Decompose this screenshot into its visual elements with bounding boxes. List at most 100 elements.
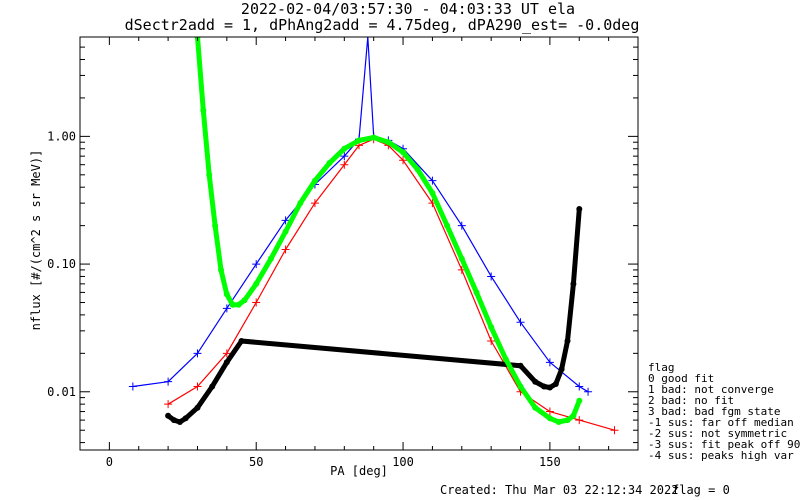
data-point bbox=[128, 382, 137, 391]
data-point bbox=[575, 382, 584, 391]
data-point bbox=[429, 190, 436, 196]
axes: 0 50 100 150 0.01 0.10 1.00 bbox=[47, 36, 639, 469]
data-point bbox=[206, 171, 213, 178]
data-point bbox=[341, 145, 348, 152]
data-point bbox=[193, 349, 202, 358]
x-tick-label: 150 bbox=[539, 455, 561, 469]
legend-entry: 0 good fit bbox=[648, 372, 714, 385]
data-point bbox=[193, 382, 202, 391]
data-point bbox=[340, 152, 349, 161]
data-point bbox=[576, 206, 583, 212]
data-point bbox=[487, 272, 496, 281]
data-point bbox=[282, 228, 289, 235]
legend-entry: 3 bad: bad fgm state bbox=[648, 405, 780, 418]
data-point bbox=[164, 377, 173, 386]
data-point bbox=[584, 387, 593, 396]
data-point bbox=[252, 298, 261, 307]
data-point bbox=[399, 156, 408, 165]
data-point bbox=[444, 222, 451, 229]
data-point bbox=[400, 149, 407, 156]
data-point bbox=[487, 336, 496, 345]
data-point bbox=[311, 177, 318, 184]
data-point bbox=[545, 358, 554, 367]
data-point bbox=[222, 349, 231, 358]
data-point bbox=[414, 166, 421, 173]
legend-entry: -4 sus: peaks high var bbox=[648, 449, 794, 462]
data-point bbox=[281, 216, 290, 225]
data-point bbox=[564, 417, 571, 424]
data-point bbox=[576, 397, 583, 404]
data-point bbox=[488, 324, 495, 331]
data-point bbox=[555, 419, 562, 425]
data-point bbox=[363, 37, 372, 41]
x-tick-label: 100 bbox=[392, 455, 414, 469]
y-tick-label: 0.10 bbox=[47, 257, 76, 271]
chart-title: 2022-02-04/03:57:30 - 04:03:33 UT ela bbox=[241, 0, 575, 18]
x-tick-label: 50 bbox=[249, 455, 263, 469]
data-point bbox=[182, 415, 189, 422]
flag-status: flag = 0 bbox=[672, 483, 730, 497]
data-point bbox=[222, 304, 231, 313]
data-point bbox=[385, 139, 392, 146]
data-point bbox=[610, 426, 619, 435]
data-point bbox=[517, 383, 524, 390]
data-point bbox=[558, 366, 565, 373]
legend-entry: -2 sus: not symmetric bbox=[648, 427, 787, 440]
data-point bbox=[252, 260, 261, 269]
data-point bbox=[229, 301, 236, 308]
data-point bbox=[340, 160, 349, 169]
data-point bbox=[209, 383, 216, 390]
legend-entry: 2 bad: no fit bbox=[648, 394, 734, 407]
data-point bbox=[223, 291, 230, 298]
data-point bbox=[235, 301, 242, 308]
data-point bbox=[428, 176, 437, 185]
data-point bbox=[502, 356, 509, 363]
data-point bbox=[253, 280, 260, 287]
data-point bbox=[458, 255, 465, 262]
data-point bbox=[164, 400, 173, 409]
chart-subtitle: dSectr2add = 1, dPhAng2add = 4.75deg, dP… bbox=[125, 16, 640, 34]
legend-entry: -3 sus: fit peak off 90 bbox=[648, 438, 800, 451]
flag-legend: flag 0 good fit 1 bad: not converge 2 ba… bbox=[648, 361, 800, 462]
data-point bbox=[546, 384, 553, 391]
data-point bbox=[570, 280, 577, 287]
plot-data bbox=[128, 37, 619, 435]
data-point bbox=[171, 417, 177, 424]
data-point bbox=[238, 338, 245, 344]
data-point bbox=[516, 318, 525, 327]
data-point bbox=[281, 245, 290, 254]
legend-entry: 1 bad: not converge bbox=[648, 383, 774, 396]
data-point bbox=[356, 137, 362, 144]
legend-header: flag bbox=[648, 361, 675, 374]
data-point bbox=[176, 419, 183, 425]
data-point bbox=[517, 362, 524, 369]
data-point bbox=[200, 107, 207, 114]
data-point bbox=[370, 134, 377, 141]
data-point bbox=[575, 416, 584, 425]
plot-frame bbox=[79, 36, 639, 451]
y-axis-label: nflux [#/(cm^2 s sr MeV)] bbox=[29, 150, 43, 331]
data-point bbox=[545, 407, 554, 416]
created-timestamp: Created: Thu Mar 03 22:12:34 2022 bbox=[440, 483, 678, 497]
data-point bbox=[457, 221, 466, 230]
x-tick-label: 0 bbox=[106, 455, 113, 469]
data-point bbox=[570, 412, 577, 419]
y-tick-label: 0.01 bbox=[47, 385, 76, 399]
data-point bbox=[546, 415, 553, 422]
y-tick-label: 1.00 bbox=[47, 129, 76, 143]
data-point bbox=[165, 412, 172, 419]
data-point bbox=[267, 255, 274, 262]
data-point bbox=[218, 266, 224, 273]
data-point bbox=[564, 338, 571, 344]
data-point bbox=[241, 297, 248, 304]
series-line bbox=[165, 206, 582, 425]
x-axis-label: PA [deg] bbox=[330, 464, 388, 478]
data-point bbox=[194, 404, 201, 411]
data-point bbox=[541, 383, 547, 390]
data-point bbox=[473, 289, 480, 296]
data-point bbox=[532, 404, 539, 411]
data-point bbox=[223, 359, 230, 366]
data-point bbox=[297, 200, 304, 207]
legend-entry: -1 sus: far off median bbox=[648, 416, 794, 429]
